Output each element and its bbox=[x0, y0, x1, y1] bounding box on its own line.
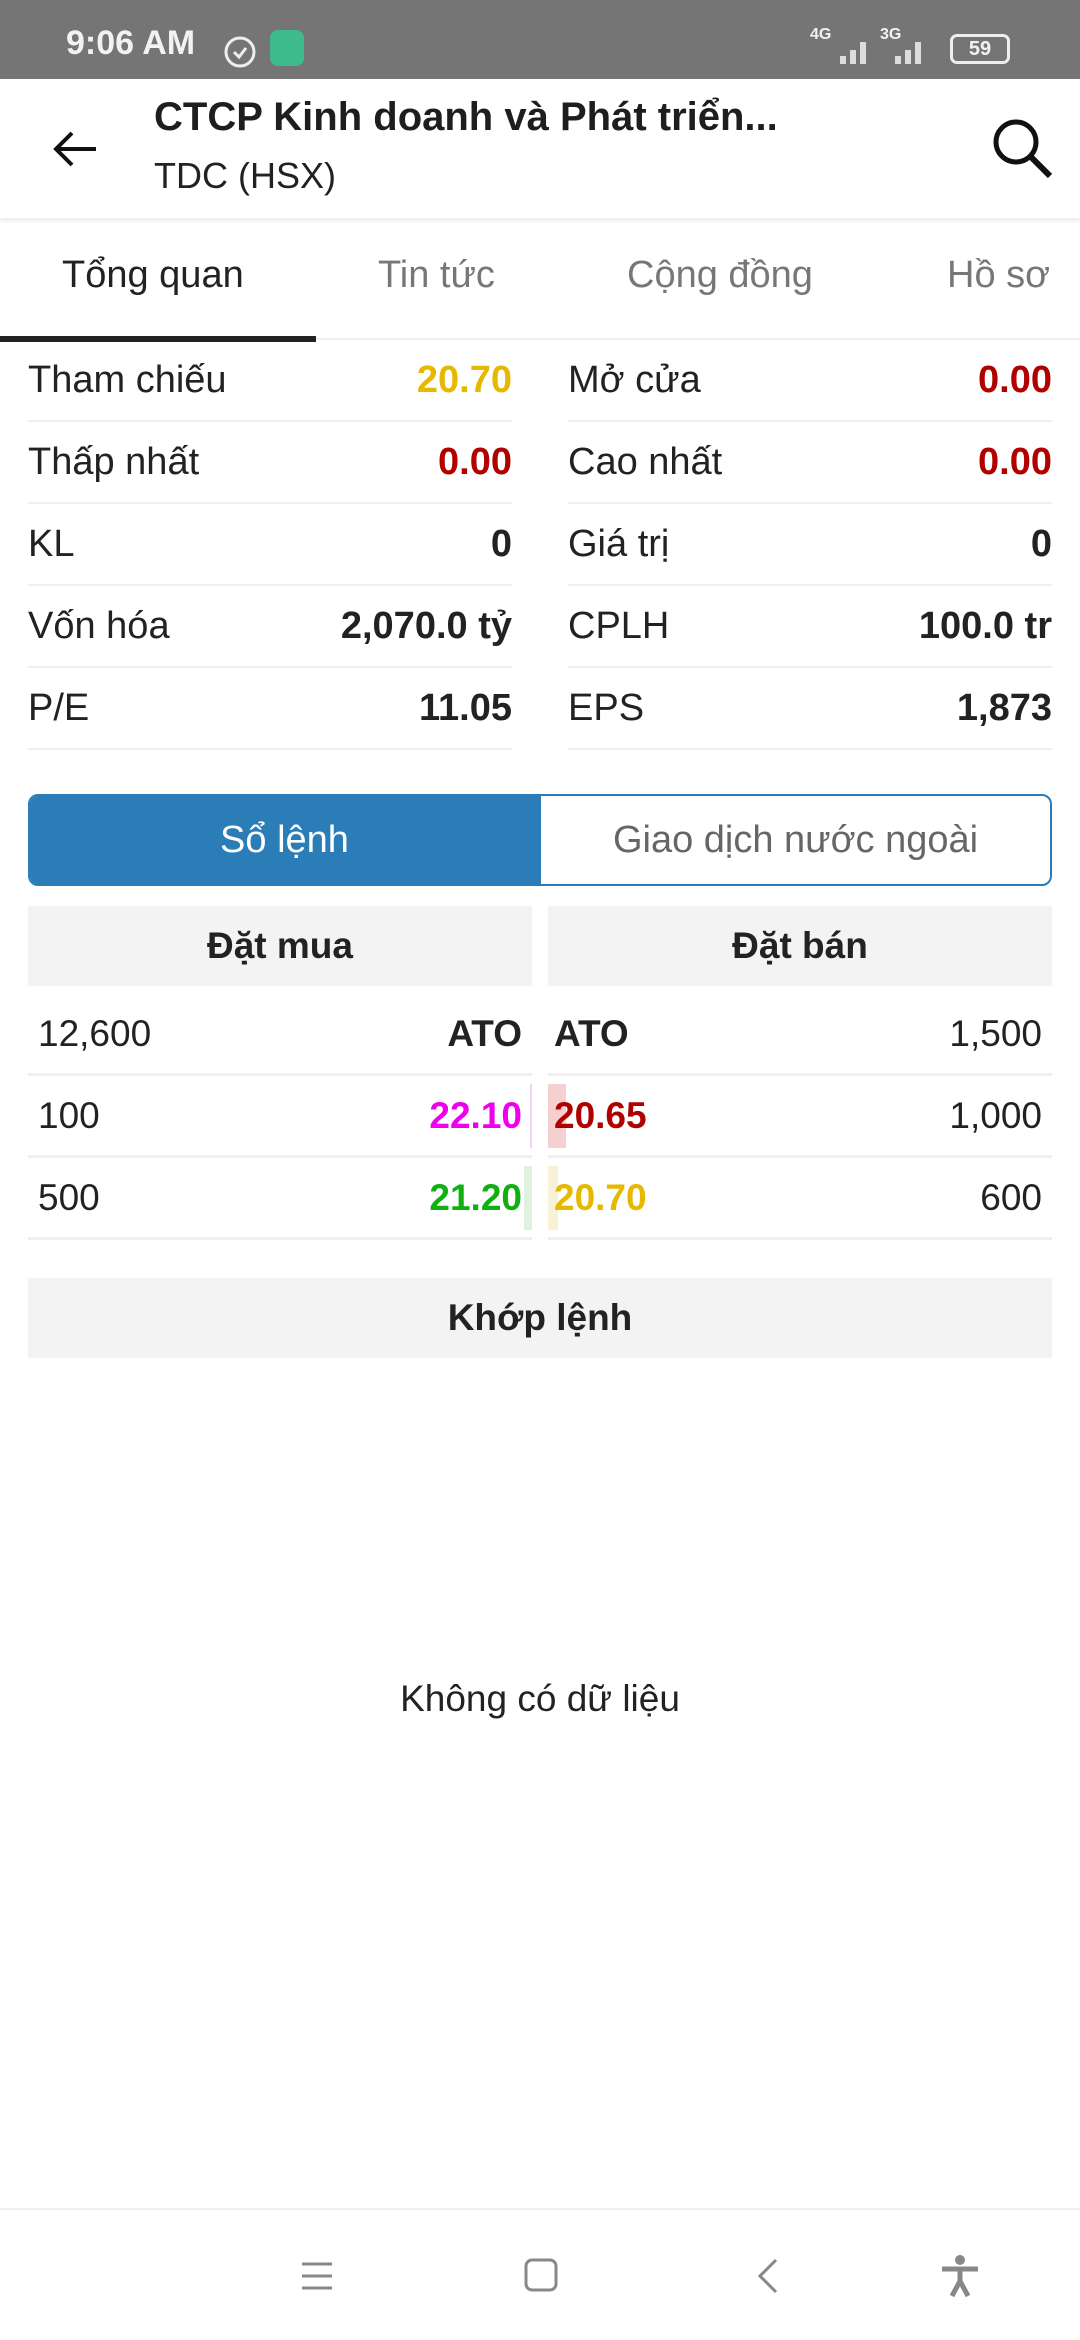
stat-label: EPS bbox=[568, 686, 645, 729]
stat-row: Vốn hóa 2,070.0 tỷ bbox=[28, 586, 512, 668]
stat-value: 0.00 bbox=[978, 358, 1052, 401]
sell-price: 20.65 bbox=[554, 1094, 647, 1136]
stat-label: Vốn hóa bbox=[28, 604, 170, 647]
buy-price: 22.10 bbox=[429, 1094, 522, 1136]
sell-volume: 1,000 bbox=[949, 1094, 1042, 1136]
buy-row: 100 22.10 bbox=[28, 1076, 532, 1158]
buy-volume: 500 bbox=[38, 1176, 100, 1218]
stat-row: Giá trị 0 bbox=[568, 504, 1052, 586]
buy-row: 500 21.20 bbox=[28, 1158, 532, 1240]
tab-community[interactable]: Cộng đồng bbox=[627, 254, 813, 296]
status-bar: 9:06 AM 4G 3G 59 bbox=[0, 0, 1080, 79]
stat-value: 0 bbox=[1030, 522, 1052, 565]
sell-volume: 600 bbox=[980, 1176, 1042, 1218]
stat-row: Mở cửa 0.00 bbox=[568, 340, 1052, 422]
app-header: CTCP Kinh doanh và Phát triển... TDC (HS… bbox=[0, 79, 1080, 218]
buy-row: 12,600 ATO bbox=[28, 994, 532, 1076]
buy-volume-bar bbox=[524, 1166, 532, 1230]
stat-value: 0 bbox=[490, 522, 512, 565]
system-nav-bar bbox=[0, 2208, 1080, 2340]
tab-overview[interactable]: Tổng quan bbox=[62, 254, 244, 296]
ticker-subtitle: TDC (HSX) bbox=[154, 155, 336, 196]
stat-label: Mở cửa bbox=[568, 358, 701, 401]
stat-label: Thấp nhất bbox=[28, 440, 200, 483]
stat-row: CPLH 100.0 tr bbox=[568, 586, 1052, 668]
segment-order-book[interactable]: Sổ lệnh bbox=[30, 796, 539, 884]
sell-header: Đặt bán bbox=[548, 906, 1052, 986]
segmented-control: Sổ lệnh Giao dịch nước ngoài bbox=[28, 794, 1052, 886]
stat-value: 20.70 bbox=[416, 358, 512, 401]
sell-row: 20.70 600 bbox=[548, 1158, 1052, 1240]
network-3g: 3G bbox=[880, 26, 902, 43]
signal-icon bbox=[895, 42, 921, 64]
stat-label: Cao nhất bbox=[568, 440, 723, 483]
search-icon[interactable] bbox=[988, 114, 1058, 184]
sell-volume-bar bbox=[548, 1166, 558, 1230]
empty-state: Không có dữ liệu bbox=[400, 1678, 680, 1719]
accessibility-icon[interactable] bbox=[940, 2254, 980, 2298]
matched-header: Khớp lệnh bbox=[28, 1278, 1052, 1358]
sell-volume-bar bbox=[548, 1084, 566, 1148]
stat-value: 11.05 bbox=[419, 686, 512, 729]
stat-value: 1,873 bbox=[956, 686, 1052, 729]
sell-row: 20.65 1,000 bbox=[548, 1076, 1052, 1158]
stat-row: P/E 11.05 bbox=[28, 668, 512, 750]
stat-row: Tham chiếu 20.70 bbox=[28, 340, 512, 422]
buy-volume-bar bbox=[530, 1084, 532, 1148]
network-4g: 4G bbox=[810, 26, 832, 43]
sell-volume: 1,500 bbox=[949, 1012, 1042, 1054]
alarm-icon bbox=[224, 36, 256, 68]
app-notification-icon bbox=[270, 30, 304, 66]
segment-foreign-trading[interactable]: Giao dịch nước ngoài bbox=[539, 796, 1050, 884]
stat-value: 0.00 bbox=[978, 440, 1052, 483]
back-icon[interactable] bbox=[756, 2258, 780, 2294]
battery-icon: 59 bbox=[950, 34, 1010, 64]
buy-price: ATO bbox=[447, 1012, 522, 1054]
stat-row: KL 0 bbox=[28, 504, 512, 586]
stat-row: Cao nhất 0.00 bbox=[568, 422, 1052, 504]
buy-volume: 100 bbox=[38, 1094, 100, 1136]
tab-profile[interactable]: Hồ sơ bbox=[947, 254, 1051, 296]
buy-price: 21.20 bbox=[429, 1176, 522, 1218]
tab-news[interactable]: Tin tức bbox=[378, 254, 495, 296]
page-title: CTCP Kinh doanh và Phát triển... bbox=[154, 95, 778, 139]
tab-bar: Tổng quan Tin tức Cộng đồng Hồ sơ bbox=[0, 218, 1080, 342]
stat-label: Tham chiếu bbox=[28, 358, 227, 401]
home-icon[interactable] bbox=[524, 2258, 558, 2292]
stat-row: EPS 1,873 bbox=[568, 668, 1052, 750]
sell-price: ATO bbox=[554, 1012, 629, 1054]
stat-value: 100.0 tr bbox=[918, 604, 1052, 647]
stat-value: 2,070.0 tỷ bbox=[340, 604, 512, 647]
buy-volume: 12,600 bbox=[38, 1012, 152, 1054]
stat-row: Thấp nhất 0.00 bbox=[28, 422, 512, 504]
back-arrow-icon[interactable] bbox=[50, 124, 100, 174]
stat-label: KL bbox=[28, 522, 75, 565]
sell-price: 20.70 bbox=[554, 1176, 647, 1218]
status-time: 9:06 AM bbox=[66, 24, 196, 62]
stat-label: Giá trị bbox=[568, 522, 670, 565]
active-tab-indicator bbox=[0, 336, 316, 342]
signal-icon bbox=[840, 42, 866, 64]
buy-header: Đặt mua bbox=[28, 906, 532, 986]
stat-value: 0.00 bbox=[438, 440, 512, 483]
sell-row: ATO 1,500 bbox=[548, 994, 1052, 1076]
stat-label: P/E bbox=[28, 686, 90, 729]
stat-label: CPLH bbox=[568, 604, 670, 647]
menu-icon[interactable] bbox=[300, 2260, 334, 2292]
